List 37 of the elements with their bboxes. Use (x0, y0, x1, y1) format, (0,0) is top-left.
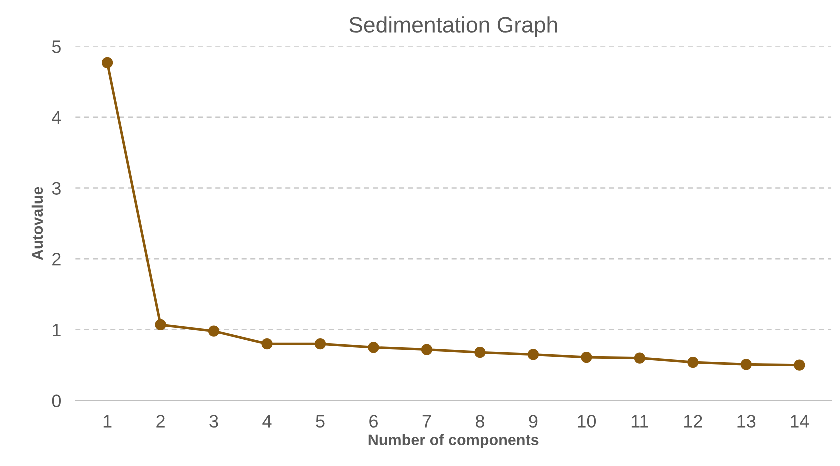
x-tick-label: 1 (104, 415, 112, 428)
x-tick-label: 11 (632, 415, 648, 428)
y-tick-label: 4 (52, 112, 62, 124)
point (208, 326, 220, 337)
point (794, 360, 806, 371)
x-tick-label: 5 (316, 415, 325, 428)
point (634, 352, 646, 364)
x-tick-label: 12 (684, 415, 702, 428)
point (528, 349, 540, 360)
x-tick-label: 6 (370, 415, 378, 428)
point (102, 57, 114, 68)
y-axis-title: Autovalue (32, 187, 44, 260)
x-tick-label: 13 (738, 415, 756, 428)
x-axis-title: Number of components (368, 434, 539, 448)
y-tick-label: 1 (53, 324, 61, 336)
point (474, 347, 486, 358)
point (688, 356, 699, 368)
x-tick-label: 14 (790, 415, 810, 428)
y-tick-label: 2 (52, 253, 61, 266)
y-tick-label: 3 (52, 182, 61, 195)
point (314, 338, 326, 350)
point (421, 344, 433, 356)
chart-title: Sedimentation Graph (350, 16, 558, 38)
x-tick-label: 9 (529, 415, 538, 428)
point (581, 352, 592, 364)
point (740, 359, 752, 370)
x-tick-label: 10 (578, 415, 596, 428)
y-tick-label: 5 (52, 40, 61, 54)
x-tick-label: 3 (210, 415, 218, 428)
x-tick-label: 4 (262, 415, 272, 428)
x-tick-label: 2 (156, 415, 165, 428)
y-tick-label: 0 (52, 394, 62, 408)
point (155, 319, 166, 331)
x-tick-label: 8 (476, 415, 484, 428)
point (368, 342, 380, 354)
point (262, 338, 273, 350)
x-tick-label: 7 (422, 415, 432, 428)
